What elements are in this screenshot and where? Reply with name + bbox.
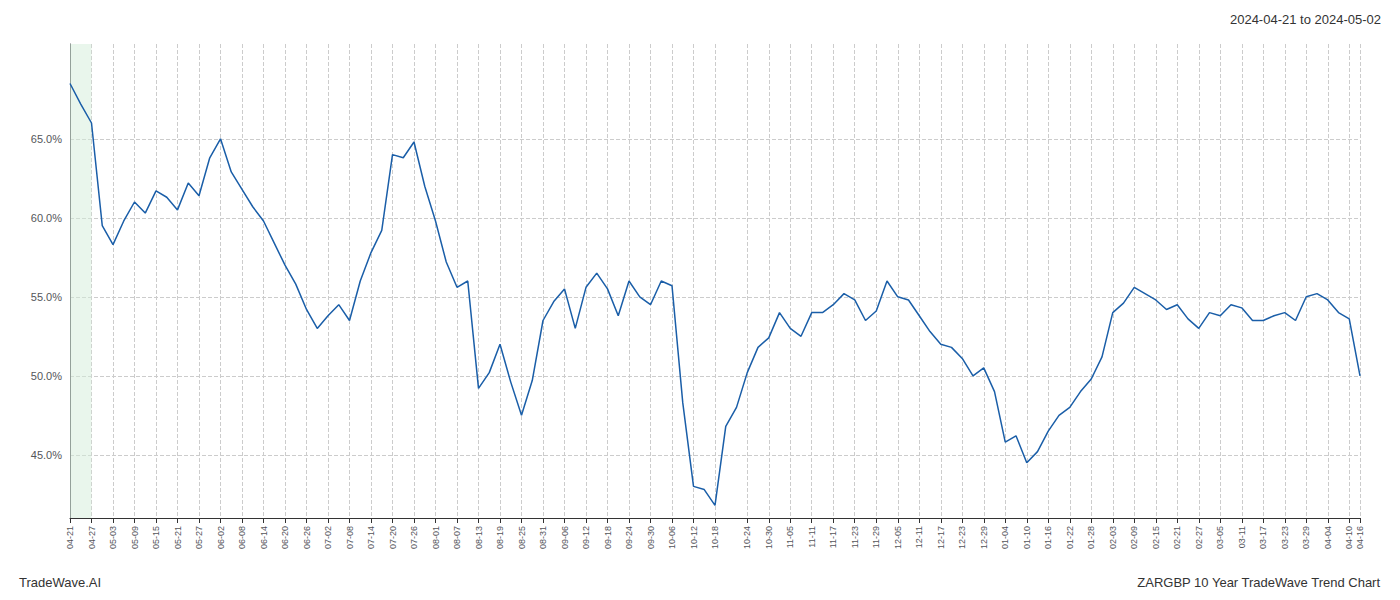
svg-text:07-26: 07-26 xyxy=(409,526,419,549)
svg-text:09-24: 09-24 xyxy=(624,526,634,549)
svg-text:09-06: 09-06 xyxy=(560,526,570,549)
svg-text:11-29: 11-29 xyxy=(871,526,881,548)
svg-text:01-22: 01-22 xyxy=(1065,526,1075,549)
svg-text:04-04: 04-04 xyxy=(1323,526,1333,549)
svg-text:11-05: 11-05 xyxy=(785,526,795,548)
svg-text:06-26: 06-26 xyxy=(302,526,312,549)
svg-text:03-23: 03-23 xyxy=(1280,526,1290,549)
svg-text:01-10: 01-10 xyxy=(1022,526,1032,549)
svg-text:01-28: 01-28 xyxy=(1086,526,1096,549)
svg-text:07-20: 07-20 xyxy=(388,526,398,549)
svg-text:06-20: 06-20 xyxy=(280,526,290,549)
svg-text:08-31: 08-31 xyxy=(538,526,548,549)
svg-text:09-12: 09-12 xyxy=(581,526,591,549)
svg-text:02-09: 02-09 xyxy=(1129,526,1139,549)
svg-text:10-12: 10-12 xyxy=(689,526,699,549)
svg-text:TradeWave.AI: TradeWave.AI xyxy=(19,575,101,590)
svg-text:03-11: 03-11 xyxy=(1237,526,1247,548)
svg-text:11-23: 11-23 xyxy=(850,526,860,548)
svg-text:12-23: 12-23 xyxy=(957,526,967,549)
svg-text:60.0%: 60.0% xyxy=(31,212,62,224)
svg-text:12-11: 12-11 xyxy=(914,526,924,548)
svg-text:2024-04-21 to 2024-05-02: 2024-04-21 to 2024-05-02 xyxy=(1230,12,1381,27)
svg-text:11-17: 11-17 xyxy=(828,526,838,548)
svg-text:04-27: 04-27 xyxy=(87,526,97,549)
svg-text:08-19: 08-19 xyxy=(495,526,505,549)
svg-text:06-08: 06-08 xyxy=(237,526,247,549)
svg-text:05-21: 05-21 xyxy=(173,526,183,549)
svg-text:09-18: 09-18 xyxy=(603,526,613,549)
svg-text:45.0%: 45.0% xyxy=(31,449,62,461)
svg-text:01-04: 01-04 xyxy=(1000,526,1010,549)
svg-text:06-02: 06-02 xyxy=(216,526,226,549)
svg-text:02-03: 02-03 xyxy=(1108,526,1118,549)
svg-text:12-05: 12-05 xyxy=(893,526,903,549)
svg-text:10-30: 10-30 xyxy=(764,526,774,549)
svg-text:ZARGBP 10 Year TradeWave Trend: ZARGBP 10 Year TradeWave Trend Chart xyxy=(1137,575,1380,590)
svg-text:02-27: 02-27 xyxy=(1194,526,1204,549)
svg-text:65.0%: 65.0% xyxy=(31,133,62,145)
svg-text:50.0%: 50.0% xyxy=(31,370,62,382)
svg-text:08-25: 08-25 xyxy=(517,526,527,549)
svg-text:08-13: 08-13 xyxy=(474,526,484,549)
svg-text:01-16: 01-16 xyxy=(1043,526,1053,549)
svg-text:12-29: 12-29 xyxy=(979,526,989,549)
svg-text:03-05: 03-05 xyxy=(1215,526,1225,549)
svg-text:05-03: 05-03 xyxy=(108,526,118,549)
svg-text:04-16: 04-16 xyxy=(1355,526,1365,549)
svg-text:10-24: 10-24 xyxy=(742,526,752,549)
svg-text:06-14: 06-14 xyxy=(259,526,269,549)
svg-text:08-01: 08-01 xyxy=(431,526,441,549)
svg-text:12-17: 12-17 xyxy=(936,526,946,549)
svg-text:10-06: 10-06 xyxy=(667,526,677,549)
svg-text:11-11: 11-11 xyxy=(807,526,817,548)
svg-text:02-21: 02-21 xyxy=(1172,526,1182,549)
svg-text:08-07: 08-07 xyxy=(452,526,462,549)
svg-text:07-14: 07-14 xyxy=(366,526,376,549)
svg-text:09-30: 09-30 xyxy=(646,526,656,549)
svg-text:03-29: 03-29 xyxy=(1301,526,1311,549)
svg-text:04-21: 04-21 xyxy=(65,526,75,549)
svg-text:55.0%: 55.0% xyxy=(31,291,62,303)
svg-text:07-02: 07-02 xyxy=(323,526,333,549)
svg-text:03-17: 03-17 xyxy=(1258,526,1268,549)
svg-text:10-18: 10-18 xyxy=(710,526,720,549)
svg-text:05-15: 05-15 xyxy=(151,526,161,549)
svg-text:05-09: 05-09 xyxy=(130,526,140,549)
svg-text:07-08: 07-08 xyxy=(345,526,355,549)
svg-text:02-15: 02-15 xyxy=(1151,526,1161,549)
svg-text:05-27: 05-27 xyxy=(194,526,204,549)
svg-text:04-10: 04-10 xyxy=(1344,526,1354,549)
